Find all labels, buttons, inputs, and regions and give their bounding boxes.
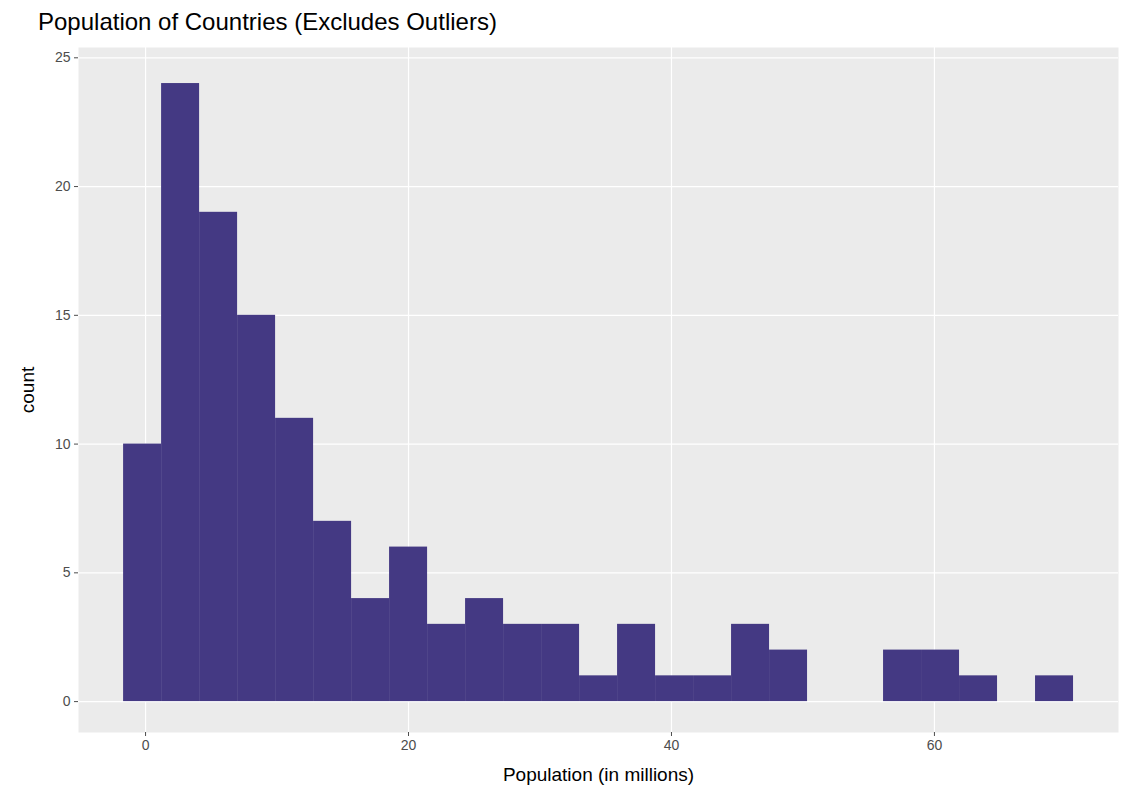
svg-text:10: 10 [55, 436, 71, 452]
svg-text:20: 20 [401, 737, 417, 753]
svg-text:0: 0 [142, 737, 150, 753]
svg-text:Population (in millions): Population (in millions) [503, 764, 694, 785]
svg-text:15: 15 [55, 307, 71, 323]
svg-text:60: 60 [927, 737, 943, 753]
html-text:Population of Countries (Exclu: Population of Countries (Excludes Outlie… [38, 8, 497, 35]
svg-text:count: count [17, 366, 38, 413]
svg-text:20: 20 [55, 178, 71, 194]
svg-text:25: 25 [55, 49, 71, 65]
svg-text:5: 5 [63, 564, 71, 580]
svg-text:0: 0 [63, 693, 71, 709]
svg-text:40: 40 [664, 737, 680, 753]
